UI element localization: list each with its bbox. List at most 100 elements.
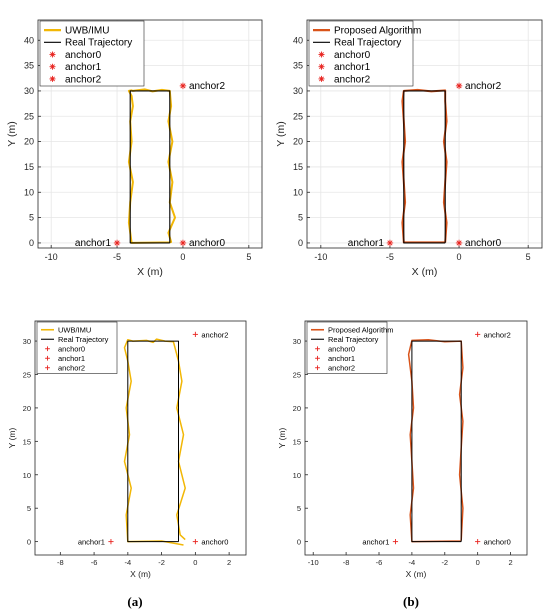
x-tick-label: 2 (227, 558, 231, 567)
legend-entry: Real Trajectory (65, 38, 132, 49)
y-tick-label: 15 (293, 437, 301, 446)
y-tick-label: 20 (293, 404, 301, 413)
annotation-label: anchor2 (189, 81, 226, 92)
x-axis-label: X (m) (406, 569, 427, 579)
x-tick-label: 0 (457, 252, 462, 262)
legend-entry: anchor2 (328, 363, 355, 372)
legend-marker-anchor2 (49, 75, 56, 82)
legend-marker-anchor0 (318, 51, 325, 58)
estimate-line (123, 338, 186, 546)
y-tick-label: 0 (29, 238, 34, 248)
y-tick-label: 5 (297, 504, 301, 513)
legend-box (39, 20, 145, 87)
x-axis-label: X (m) (130, 569, 151, 579)
x-tick-label: 5 (246, 252, 251, 262)
annotation-label: anchor2 (201, 330, 228, 339)
legend-entry: Real Trajectory (334, 38, 401, 49)
axes-frame (304, 320, 528, 556)
y-axis-label: Y (m) (6, 121, 18, 146)
panel-label-a: (a) (127, 594, 142, 609)
anchor-marker-anchor1 (392, 539, 399, 545)
annotation-label: anchor1 (75, 238, 112, 249)
legend-marker-anchor1 (315, 355, 320, 361)
legend-marker-anchor1 (45, 355, 50, 361)
legend-entry: anchor1 (58, 354, 85, 363)
legend-marker-anchor2 (45, 365, 50, 371)
legend-entry: anchor2 (58, 363, 85, 372)
anchor-marker-anchor1 (113, 239, 121, 247)
chart-top-right: -10 -5 0 5 0 5 10 15 20 25 30 35 40 X (m) Y (m) anchor2… (275, 19, 543, 278)
annotation-label: anchor1 (348, 238, 385, 249)
y-tick-label: 30 (24, 86, 34, 96)
anchor-marker-anchor2 (179, 82, 187, 90)
legend-entry: anchor2 (334, 74, 371, 85)
x-tick-label: 0 (193, 558, 197, 567)
axes-frame (34, 320, 247, 556)
legend-marker-anchor0 (49, 51, 56, 58)
annotation-label: anchor0 (465, 238, 502, 249)
legend-entry: anchor0 (65, 50, 102, 61)
x-tick-label: -5 (386, 252, 394, 262)
x-tick-label: -2 (158, 558, 165, 567)
x-tick-label: -2 (441, 558, 448, 567)
legend-marker-anchor0 (45, 346, 50, 352)
y-tick-label: 20 (293, 137, 303, 147)
x-tick-label: 2 (508, 558, 512, 567)
legend-entry: UWB/IMU (65, 26, 109, 37)
y-tick-label: 25 (23, 370, 31, 379)
y-tick-label: 25 (293, 111, 303, 121)
anchor-marker-anchor0 (179, 239, 187, 247)
annotation-label: anchor2 (465, 81, 502, 92)
y-axis-label: Y (m) (275, 121, 287, 146)
legend-marker-anchor0 (315, 346, 320, 352)
legend-entry: anchor0 (334, 50, 371, 61)
anchor-marker-anchor1 (108, 539, 114, 545)
legend-marker-anchor2 (318, 75, 325, 82)
anchor-marker-anchor0 (455, 239, 463, 247)
x-tick-label: -4 (125, 558, 132, 567)
y-tick-label: 25 (293, 370, 301, 379)
y-tick-label: 5 (298, 213, 303, 223)
y-tick-label: 25 (24, 111, 34, 121)
y-tick-label: 35 (293, 61, 303, 71)
annotation-label: anchor0 (201, 538, 228, 547)
legend-box (308, 20, 414, 87)
y-tick-label: 15 (293, 162, 303, 172)
y-tick-label: 15 (23, 437, 31, 446)
legend-entry: anchor2 (65, 74, 102, 85)
y-tick-label: 15 (24, 162, 34, 172)
y-tick-label: 35 (24, 61, 34, 71)
axes-frame (306, 19, 543, 249)
annotation-label: anchor0 (189, 238, 226, 249)
y-tick-label: 0 (297, 538, 301, 547)
anchor-marker-anchor2 (455, 82, 463, 90)
legend-entry: anchor1 (334, 62, 371, 73)
legend-entry: Proposed Algorithm (334, 26, 421, 37)
y-tick-label: 10 (293, 471, 301, 480)
real-trajectory-line (403, 90, 446, 244)
annotation-label: anchor0 (484, 538, 511, 547)
x-tick-label: -6 (91, 558, 98, 567)
x-tick-label: -10 (45, 252, 58, 262)
y-tick-label: 10 (23, 471, 31, 480)
y-tick-label: 0 (27, 538, 31, 547)
annotation-label: anchor1 (78, 538, 105, 547)
chart-top-left: -10 -5 0 5 0 5 10 15 20 25 30 35 40 X (m) Y (m) anchor2… (6, 19, 263, 278)
x-tick-label: -10 (308, 558, 319, 567)
real-trajectory-line (129, 90, 171, 244)
anchor-marker-anchor0 (192, 539, 198, 545)
legend-entry: Real Trajectory (58, 335, 109, 344)
real-trajectory-line (127, 340, 179, 543)
y-tick-label: 40 (24, 35, 34, 45)
y-tick-label: 5 (29, 213, 34, 223)
legend-box (36, 321, 118, 374)
x-axis-label: X (m) (137, 266, 163, 278)
y-tick-label: 5 (27, 504, 31, 513)
legend-marker-anchor2 (315, 365, 320, 371)
legend-entry: Proposed Algorithm (328, 325, 393, 334)
